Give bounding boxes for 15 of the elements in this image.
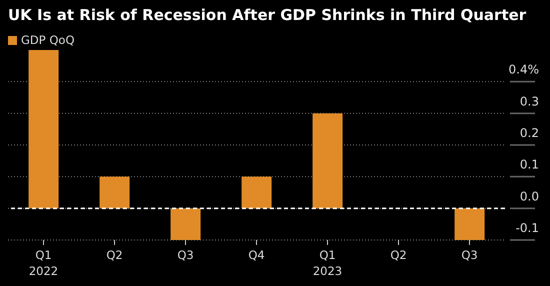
x-tick-label: Q2 xyxy=(106,248,123,262)
y-tick-label: 0.2 xyxy=(520,126,539,140)
x-tick-label: Q3 xyxy=(461,248,478,262)
chart-title: UK Is at Risk of Recession After GDP Shrinks in Third Quarter xyxy=(8,6,526,24)
x-tick-label: Q1 2023 xyxy=(312,248,342,278)
x-tick-label: Q3 xyxy=(177,248,194,262)
x-tick-label: Q1 2022 xyxy=(28,248,58,278)
y-tick-label: -0.1 xyxy=(516,221,539,235)
y-tick-label: 0.1 xyxy=(520,158,539,172)
y-tick-label: 0.4% xyxy=(508,62,539,77)
x-tick-label: Q4 xyxy=(248,248,265,262)
legend-label: GDP QoQ xyxy=(20,33,74,47)
y-tick-label: 0.3 xyxy=(520,94,539,108)
x-tick-label: Q2 xyxy=(390,248,407,262)
y-tick-label: 0.0 xyxy=(520,189,539,204)
